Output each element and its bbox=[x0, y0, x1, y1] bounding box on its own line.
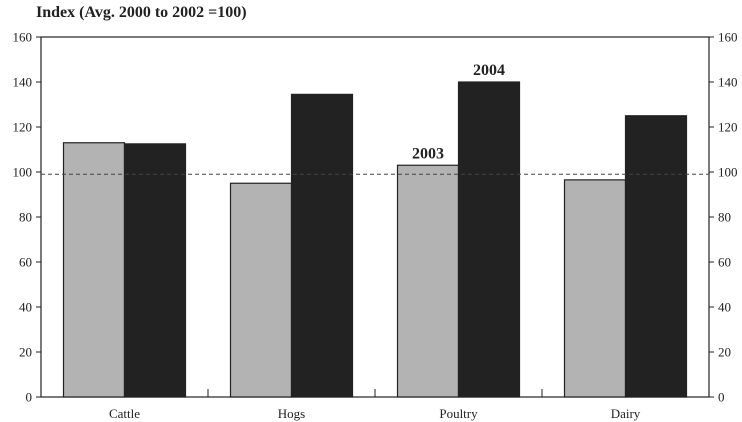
x-category-label: Hogs bbox=[278, 406, 305, 421]
y-tick-label-right: 40 bbox=[718, 300, 731, 315]
bar-dairy-2004 bbox=[624, 115, 688, 398]
bar-poultry-2004 bbox=[457, 81, 521, 398]
y-tick-label-left: 120 bbox=[13, 120, 33, 135]
y-tick-label-left: 100 bbox=[13, 165, 33, 180]
bar-cattle-2003 bbox=[62, 142, 126, 398]
bar-hogs-2004 bbox=[290, 93, 354, 398]
y-tick-label-right: 140 bbox=[718, 75, 738, 90]
chart-title: Index (Avg. 2000 to 2002 =100) bbox=[36, 4, 247, 21]
y-tick-label-left: 0 bbox=[26, 390, 33, 405]
y-tick-label-left: 60 bbox=[19, 255, 32, 270]
bar-cattle-2004 bbox=[123, 143, 187, 398]
x-category-label: Poultry bbox=[439, 406, 478, 421]
y-tick-label-left: 40 bbox=[19, 300, 32, 315]
bar-dairy-2003 bbox=[563, 179, 627, 398]
bar-hogs-2003 bbox=[229, 182, 293, 398]
data-label-2003: 2003 bbox=[412, 145, 444, 162]
y-tick-label-right: 120 bbox=[718, 120, 738, 135]
data-label-2004: 2004 bbox=[473, 62, 505, 79]
y-tick-label-left: 160 bbox=[13, 30, 33, 45]
bar-poultry-2003 bbox=[396, 164, 460, 398]
y-tick-label-left: 20 bbox=[19, 345, 32, 360]
y-tick-label-right: 160 bbox=[718, 30, 738, 45]
y-tick-label-right: 20 bbox=[718, 345, 731, 360]
y-tick-label-right: 100 bbox=[718, 165, 738, 180]
y-tick-label-left: 140 bbox=[13, 75, 33, 90]
y-tick-label-left: 80 bbox=[19, 210, 32, 225]
y-tick-label-right: 0 bbox=[718, 390, 725, 405]
x-category-label: Cattle bbox=[109, 406, 140, 421]
x-category-label: Dairy bbox=[611, 406, 641, 421]
y-tick-label-right: 60 bbox=[718, 255, 731, 270]
y-tick-label-right: 80 bbox=[718, 210, 731, 225]
